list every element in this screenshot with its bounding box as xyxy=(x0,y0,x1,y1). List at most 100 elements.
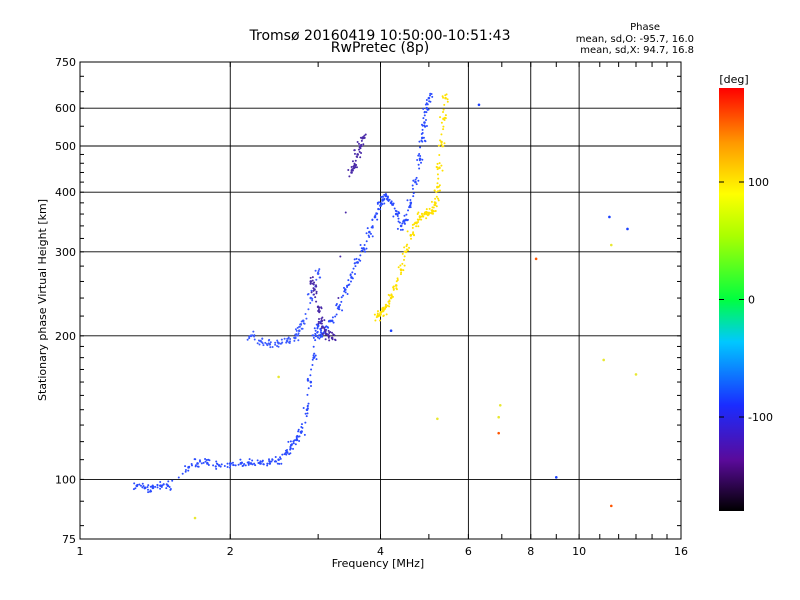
data-point xyxy=(141,486,144,489)
data-point xyxy=(285,339,289,343)
data-point xyxy=(264,341,267,344)
data-point xyxy=(132,488,135,491)
data-point xyxy=(223,465,226,468)
data-point xyxy=(412,192,415,195)
data-point xyxy=(309,385,312,388)
data-point xyxy=(304,313,307,316)
data-point xyxy=(307,402,310,405)
grid xyxy=(80,62,681,539)
data-point xyxy=(317,322,320,325)
data-point xyxy=(376,201,379,204)
data-point xyxy=(156,486,159,489)
data-point xyxy=(160,486,163,489)
data-point xyxy=(360,143,363,146)
data-point xyxy=(268,458,271,461)
data-point xyxy=(184,465,187,468)
data-point xyxy=(220,463,223,466)
data-point xyxy=(313,293,316,296)
data-point xyxy=(417,179,420,182)
data-point xyxy=(418,167,421,170)
data-point xyxy=(348,175,351,178)
data-point xyxy=(385,313,388,316)
y-tick-label: 600 xyxy=(55,102,76,115)
data-point xyxy=(416,158,419,161)
data-point xyxy=(187,469,190,472)
data-point xyxy=(428,207,431,210)
data-point xyxy=(377,207,380,210)
x-tick-label: 2 xyxy=(227,545,234,558)
data-point xyxy=(323,319,326,322)
data-point xyxy=(392,288,395,291)
data-point xyxy=(430,200,433,203)
data-point xyxy=(359,259,362,262)
data-point xyxy=(438,184,441,187)
data-point xyxy=(409,201,413,205)
data-point xyxy=(359,156,362,159)
data-point xyxy=(436,173,439,176)
data-point xyxy=(411,184,414,187)
data-point xyxy=(297,329,301,332)
data-point xyxy=(423,121,426,124)
data-point xyxy=(133,482,136,485)
data-point xyxy=(414,180,417,184)
data-point xyxy=(315,323,318,326)
data-point xyxy=(399,228,402,231)
data-point xyxy=(147,491,150,494)
data-point xyxy=(215,460,218,463)
data-point xyxy=(346,284,349,287)
data-point xyxy=(205,458,208,461)
data-point xyxy=(351,169,354,172)
data-point xyxy=(427,211,431,215)
data-point xyxy=(317,334,320,337)
data-point xyxy=(340,300,343,303)
data-point xyxy=(274,341,277,344)
data-point xyxy=(314,339,317,342)
y-tick-label: 300 xyxy=(55,246,76,259)
data-point xyxy=(246,338,249,341)
data-point xyxy=(294,439,297,442)
x-tick-label: 10 xyxy=(572,545,586,558)
data-point xyxy=(313,352,316,355)
data-point xyxy=(386,304,389,307)
data-point xyxy=(352,167,355,170)
data-point xyxy=(339,304,342,307)
data-point xyxy=(344,291,347,294)
data-point xyxy=(407,209,410,212)
data-point xyxy=(278,462,281,465)
data-point xyxy=(350,275,353,278)
data-point xyxy=(314,329,317,332)
data-point xyxy=(355,166,358,169)
data-point xyxy=(270,460,273,463)
data-point xyxy=(337,296,340,299)
data-point xyxy=(399,273,402,276)
data-point xyxy=(355,261,358,264)
data-point xyxy=(418,218,421,221)
data-point xyxy=(417,154,420,157)
data-point xyxy=(280,462,283,465)
data-point xyxy=(366,227,369,230)
data-point xyxy=(253,338,256,341)
data-point xyxy=(147,488,150,491)
data-point xyxy=(334,315,337,318)
data-point xyxy=(388,299,391,302)
data-point xyxy=(143,487,146,490)
data-point xyxy=(314,296,317,299)
data-point xyxy=(356,141,359,144)
data-point xyxy=(364,133,367,136)
data-point xyxy=(358,150,361,153)
data-point xyxy=(309,381,312,384)
data-point xyxy=(358,145,361,148)
data-point xyxy=(360,249,363,252)
data-point xyxy=(156,483,159,486)
data-point xyxy=(253,335,256,338)
y-tick-label: 100 xyxy=(55,473,76,486)
data-point xyxy=(416,213,419,216)
data-point xyxy=(280,342,283,345)
data-point xyxy=(417,225,420,228)
data-point xyxy=(497,431,500,435)
data-point xyxy=(274,343,277,346)
data-point xyxy=(418,153,421,156)
data-point xyxy=(415,183,418,186)
data-point xyxy=(248,337,251,340)
data-point xyxy=(295,334,298,337)
